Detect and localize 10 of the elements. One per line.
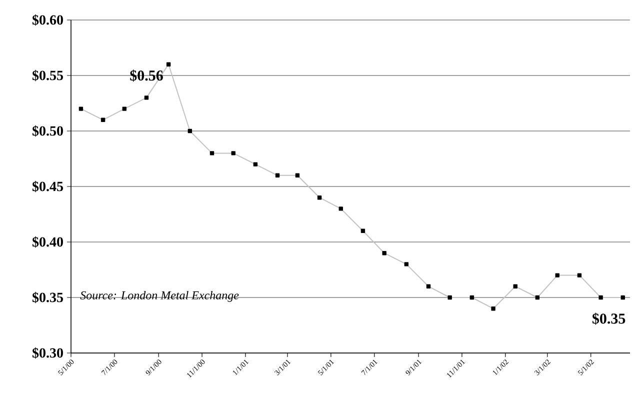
y-tick-label: $0.35 (32, 292, 63, 304)
y-tick-label: $0.50 (32, 125, 63, 137)
y-tick-label: $0.30 (32, 347, 63, 359)
annotation: $0.56 (130, 70, 163, 82)
annotation: Source: London Metal Exchange (80, 290, 239, 302)
y-tick-label: $0.60 (32, 14, 63, 26)
annotation: $0.35 (592, 312, 626, 325)
y-tick-label: $0.45 (32, 180, 63, 192)
y-tick-label: $0.55 (32, 70, 63, 82)
y-tick-label: $0.40 (32, 236, 63, 248)
